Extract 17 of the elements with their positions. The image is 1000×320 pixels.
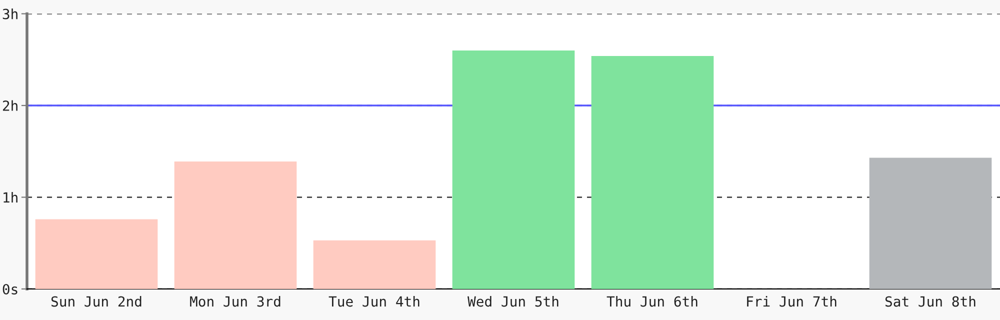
x-tick-label: Sat Jun 8th — [885, 296, 976, 307]
bar — [591, 56, 714, 289]
y-tick-label: 2h — [2, 100, 18, 111]
x-tick-label: Tue Jun 4th — [328, 296, 420, 307]
y-tick-label: 1h — [4, 192, 18, 203]
x-tick-label: Wed Jun 5th — [468, 296, 558, 307]
bar — [313, 240, 436, 289]
x-tick-label: Mon Jun 3rd — [190, 296, 280, 307]
x-tick-label: Sun Jun 2nd — [51, 296, 142, 307]
x-tick-label: Thu Jun 6th — [606, 296, 698, 307]
bar — [452, 50, 575, 289]
bar — [35, 219, 158, 289]
y-tick-label: 3h — [2, 8, 18, 20]
x-tick-label: Fri Jun 7th — [747, 296, 836, 307]
bar — [174, 161, 297, 289]
bar — [869, 158, 992, 289]
y-tick-label: 0s — [2, 284, 18, 294]
